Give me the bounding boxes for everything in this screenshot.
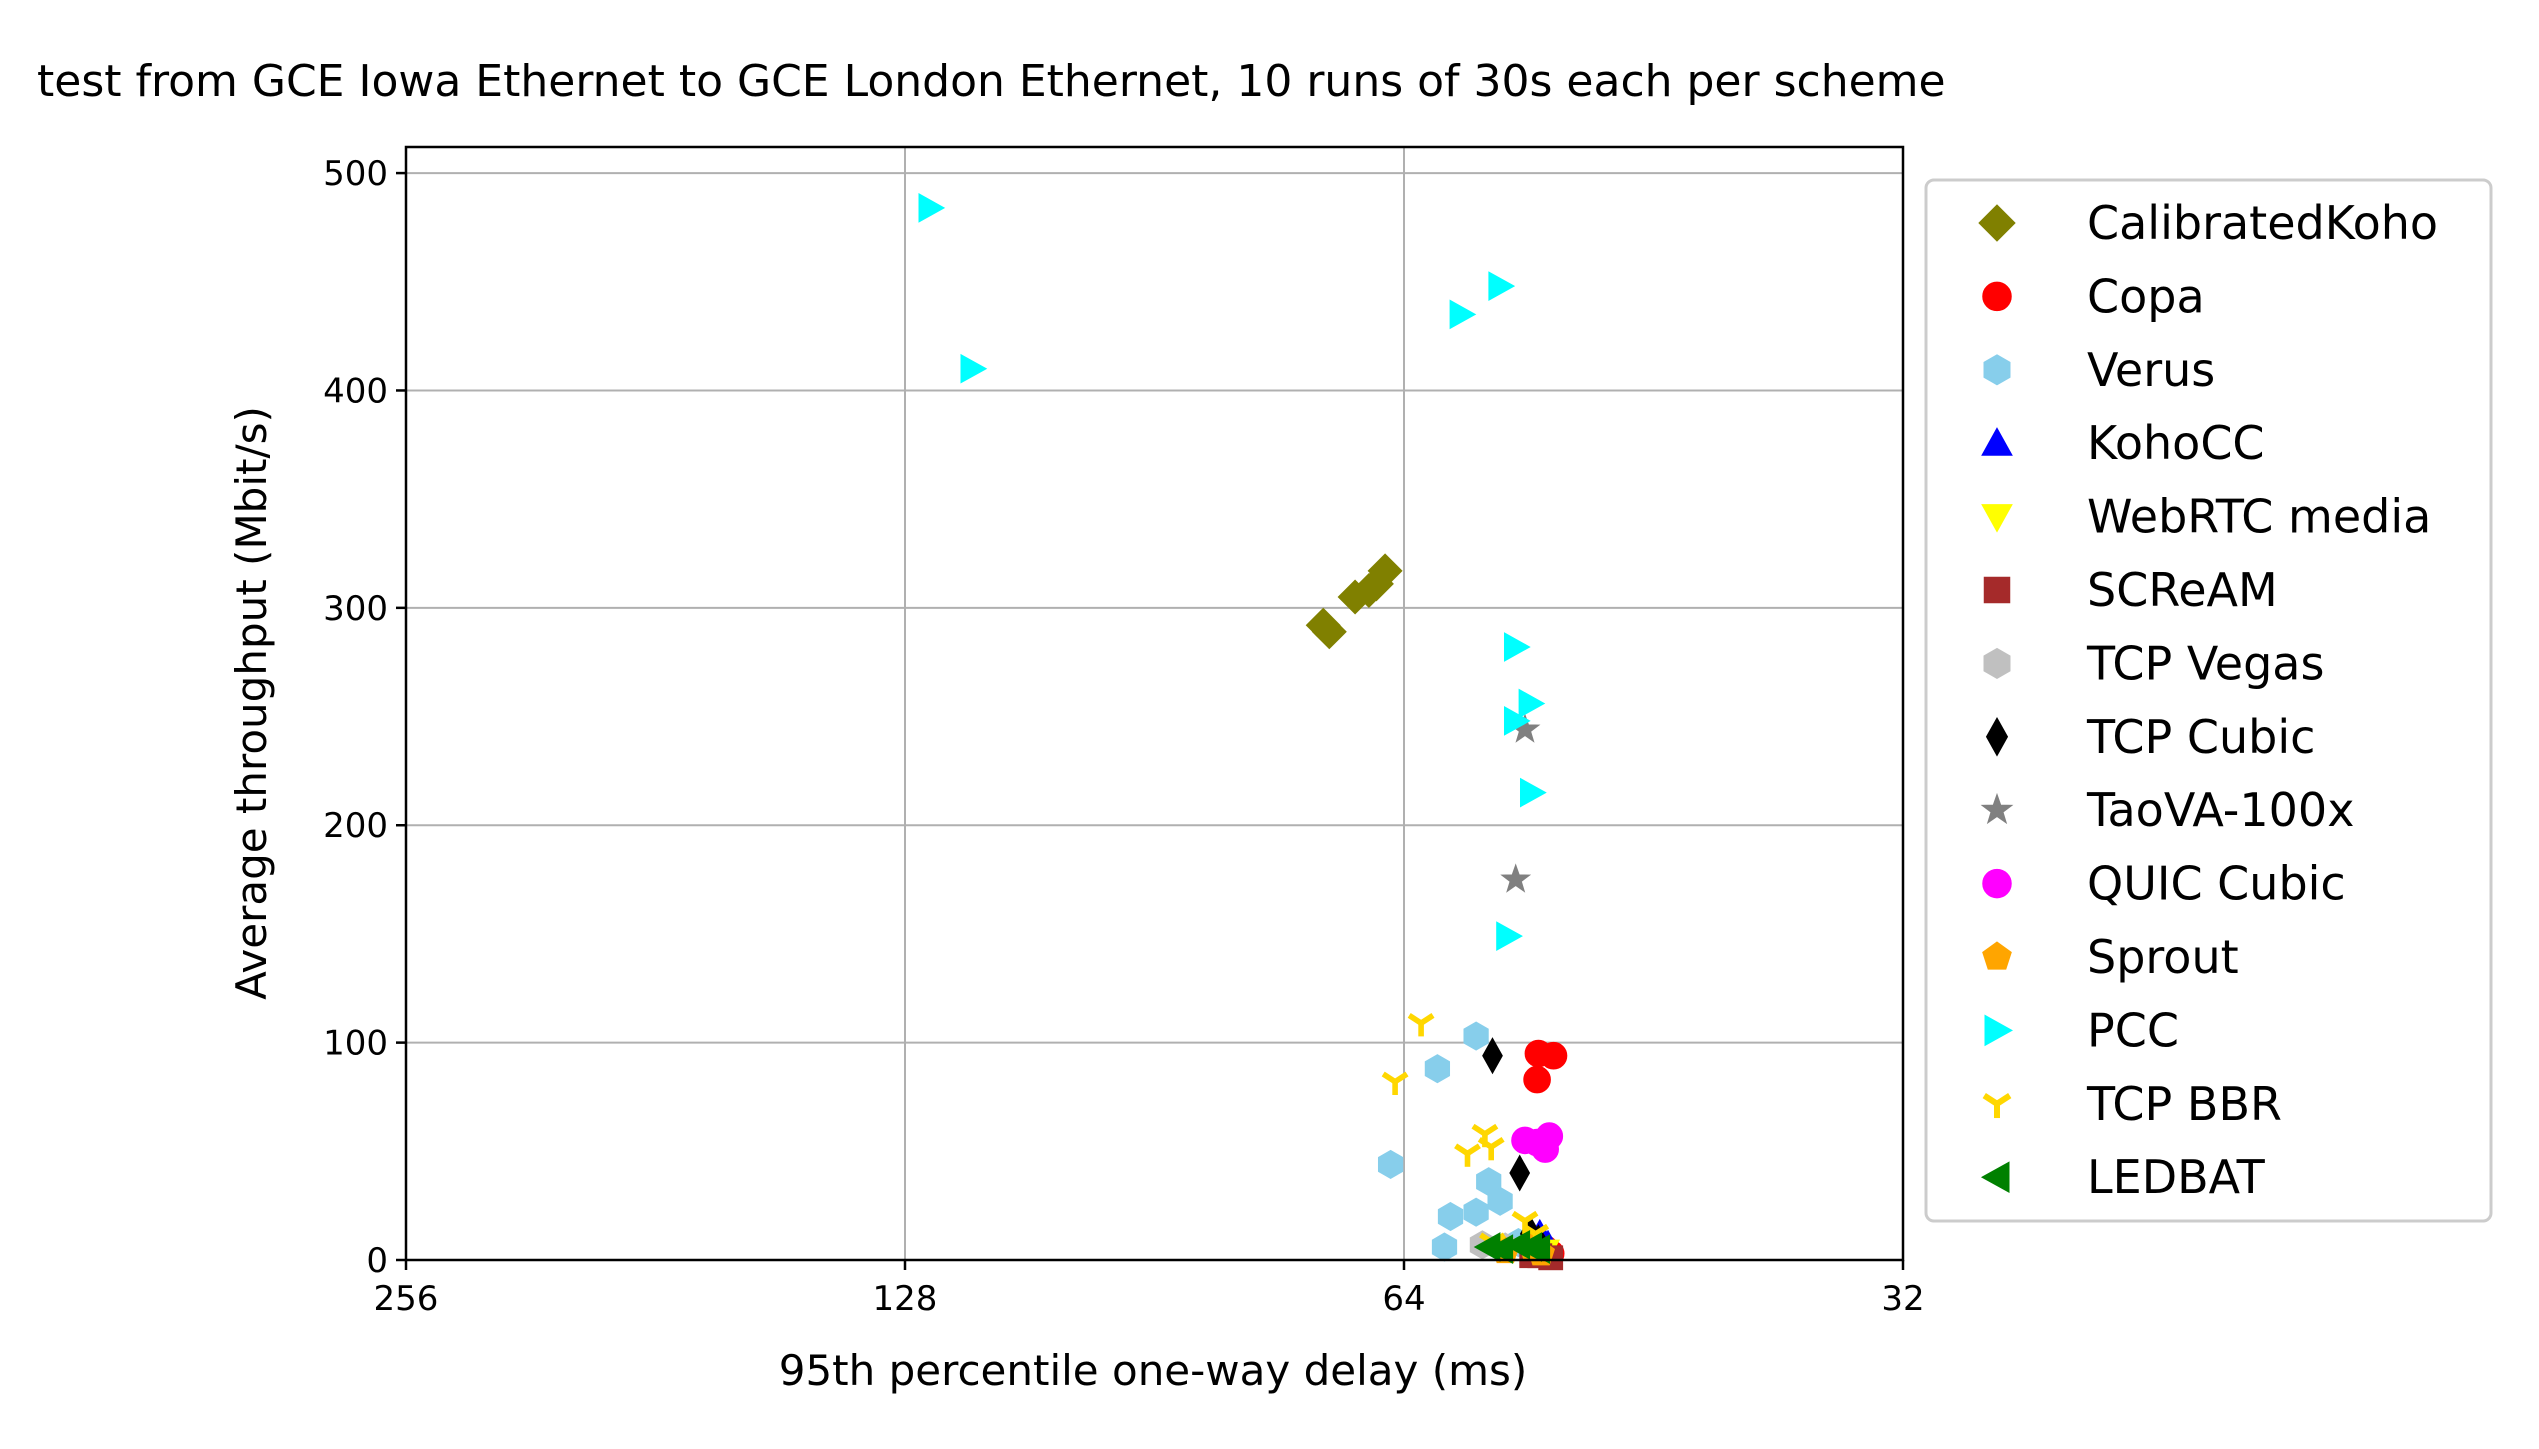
- legend-entry-tcp-bbr: TCP BBR: [1982, 1077, 2282, 1131]
- data-point: [1424, 1054, 1451, 1084]
- legend-label: PCC: [2087, 1003, 2179, 1057]
- data-point: [1454, 1143, 1481, 1167]
- y-tick-label: 200: [323, 806, 388, 846]
- legend-label: QUIC Cubic: [2087, 857, 2346, 911]
- data-point: [1437, 1201, 1464, 1232]
- data-point: [1377, 1149, 1404, 1179]
- data-point: [1519, 777, 1547, 808]
- legend-entry-tcp-vegas: TCP Vegas: [1983, 636, 2324, 690]
- legend-entry-verus: Verus: [1983, 343, 2215, 397]
- legend-marker: [1985, 717, 2009, 757]
- y-tick-label: 500: [323, 154, 388, 194]
- legend-label: WebRTC media: [2087, 490, 2431, 544]
- data-point: [1539, 1041, 1568, 1070]
- x-tick-label: 256: [374, 1279, 439, 1319]
- data-point: [1431, 1232, 1458, 1262]
- grid-lines: [405, 147, 1904, 1261]
- legend-marker: [1981, 504, 2013, 533]
- legend-entry-scream: SCReAM: [1983, 563, 2278, 617]
- legend-entry-quic-cubic: QUIC Cubic: [1982, 857, 2346, 911]
- legend-label: TCP Vegas: [2086, 636, 2324, 690]
- data-point: [1449, 299, 1477, 330]
- data-point: [1496, 921, 1523, 951]
- y-tick-label: 0: [366, 1241, 388, 1281]
- legend-marker: [1982, 1093, 2012, 1119]
- data-point: [1482, 1037, 1503, 1075]
- data-point: [1518, 688, 1546, 719]
- legend-entry-calibratedkoho: CalibratedKoho: [1978, 196, 2438, 250]
- data-point: [1463, 1197, 1489, 1227]
- legend-marker: [1980, 792, 2014, 825]
- legend-marker: [1982, 868, 2012, 899]
- data-point: [1500, 863, 1532, 893]
- legend-marker: [1981, 427, 2013, 456]
- legend-label: Copa: [2087, 269, 2205, 323]
- data-point: [1511, 1126, 1539, 1155]
- data-point: [1503, 706, 1531, 736]
- series-pcc: [918, 193, 1547, 951]
- legend-label: CalibratedKoho: [2087, 196, 2438, 250]
- legend-label: Sprout: [2087, 930, 2239, 984]
- legend-label: LEDBAT: [2087, 1150, 2266, 1204]
- legend-marker: [1983, 576, 2011, 604]
- series-calibratedkoho: [1305, 553, 1403, 650]
- x-axis-ticks: 256 128 64 32: [374, 1260, 1925, 1319]
- legend-label: SCReAM: [2087, 563, 2278, 617]
- x-tick-label: 128: [873, 1279, 938, 1319]
- series-verus: [1377, 1021, 1532, 1262]
- legend-entry-kohocc: KohoCC: [1981, 416, 2265, 470]
- data-point: [1523, 1234, 1551, 1264]
- chart-title: test from GCE Iowa Ethernet to GCE Londo…: [37, 56, 1946, 107]
- legend-entry-sprout: Sprout: [1982, 930, 2239, 984]
- data-point: [918, 193, 946, 223]
- data-point: [1487, 1186, 1513, 1216]
- series-quic-cubic: [1511, 1122, 1564, 1163]
- y-tick-label: 400: [323, 371, 388, 411]
- data-point: [1463, 1021, 1489, 1051]
- legend-label: TaoVA-100x: [2086, 783, 2354, 837]
- legend-marker: [1984, 1014, 2014, 1047]
- data-point: [1523, 1065, 1551, 1094]
- legend-marker: [1983, 647, 2011, 679]
- legend-entry-pcc: PCC: [1984, 1003, 2179, 1057]
- legend-marker: [1980, 1161, 2010, 1194]
- data-point: [960, 353, 988, 384]
- legend: CalibratedKoho Copa Verus KohoCC WebRTC medi…: [1924, 178, 2493, 1223]
- data-point: [1367, 553, 1403, 589]
- plot-area: [404, 145, 1905, 1262]
- legend-marker: [1978, 204, 2016, 242]
- legend-label: KohoCC: [2087, 416, 2265, 470]
- data-point: [1477, 1136, 1505, 1161]
- legend-label: TCP Cubic: [2086, 710, 2315, 764]
- y-tick-label: 100: [323, 1024, 388, 1064]
- y-tick-label: 300: [323, 589, 388, 629]
- data-point: [1407, 1013, 1435, 1037]
- legend-marker: [1983, 354, 2011, 386]
- data-point: [1311, 614, 1347, 650]
- legend-frame: [1924, 178, 2493, 1223]
- y-axis-label: Average throughput (Mbit/s): [227, 406, 276, 1000]
- legend-marker: [1982, 941, 2012, 970]
- legend-label: Verus: [2087, 343, 2215, 397]
- data-point: [1381, 1071, 1409, 1095]
- legend-label: TCP BBR: [2086, 1077, 2282, 1131]
- x-tick-label: 32: [1881, 1279, 1924, 1319]
- x-tick-label: 64: [1382, 1279, 1425, 1319]
- series-tcp-bbr: [1381, 1013, 1550, 1256]
- data-point: [1509, 1154, 1531, 1192]
- data-point: [1488, 271, 1516, 301]
- x-axis-label: 95th percentile one-way delay (ms): [779, 1346, 1528, 1395]
- data-point: [1503, 632, 1531, 662]
- legend-entry-ledbat: LEDBAT: [1980, 1150, 2266, 1204]
- legend-entry-taova-100x: TaoVA-100x: [1980, 783, 2354, 837]
- legend-entry-tcp-cubic: TCP Cubic: [1985, 710, 2315, 764]
- legend-entry-webrtc-media: WebRTC media: [1981, 490, 2431, 544]
- series-ledbat: [1473, 1229, 1551, 1264]
- data-points: [918, 193, 1568, 1271]
- legend-entry-copa: Copa: [1982, 269, 2205, 323]
- y-axis-ticks: 0 100 200 300 400 500: [323, 154, 406, 1281]
- legend-marker: [1982, 281, 2012, 312]
